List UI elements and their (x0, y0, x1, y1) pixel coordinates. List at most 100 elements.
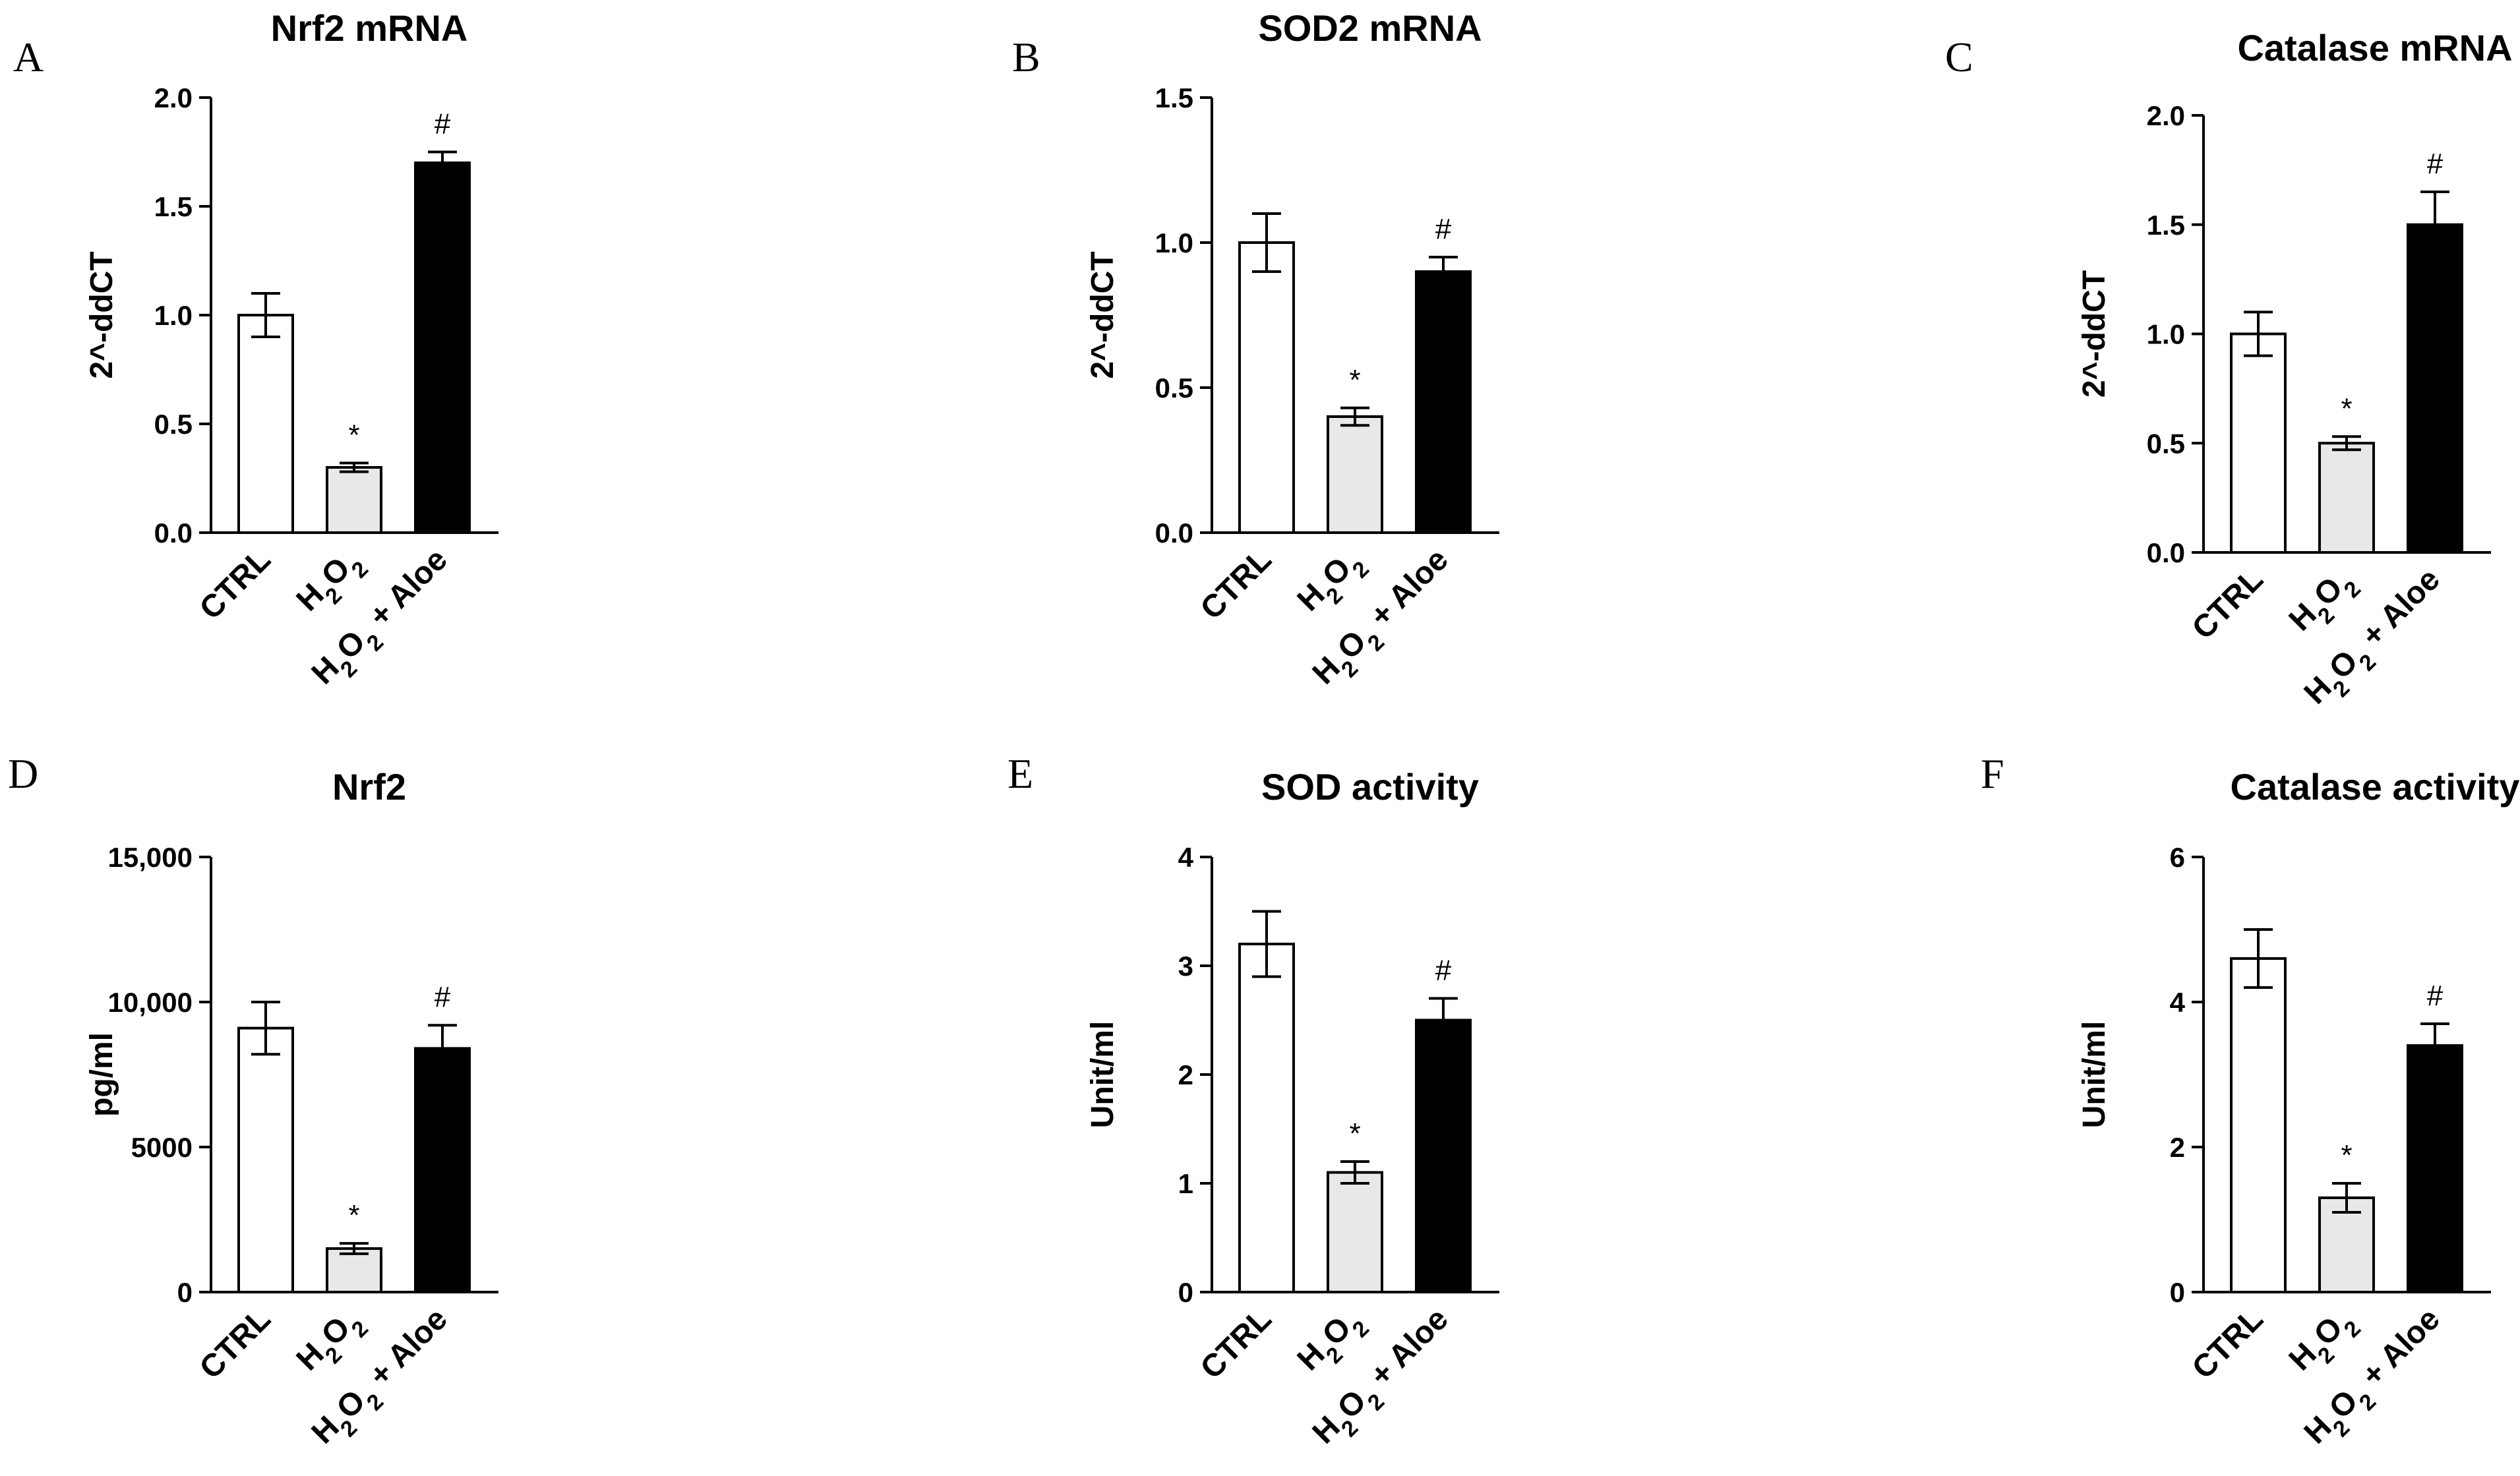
bar-h2o2-aloe (414, 162, 471, 534)
chart-title: Catalase mRNA (2237, 27, 2512, 69)
y-tick-label: 1.0 (154, 300, 193, 331)
bar-h2o2 (326, 466, 382, 534)
bar-h2o2-aloe (2407, 223, 2463, 554)
error-bar (340, 1242, 369, 1255)
bar-ctrl (237, 1026, 294, 1293)
significance-hash: # (435, 981, 451, 1013)
panel-letter: E (1007, 750, 1033, 797)
y-tick-label: 1.5 (1155, 82, 1193, 113)
y-tick-label: 0.0 (1155, 517, 1193, 548)
chart-title: Nrf2 mRNA (271, 7, 468, 49)
y-tick-label: 2 (2170, 1132, 2185, 1163)
bar-ctrl (1238, 241, 1295, 534)
chart-title: SOD2 mRNA (1258, 7, 1482, 49)
x-tick-label: CTRL (2186, 1301, 2270, 1386)
x-tick-label: CTRL (193, 1301, 278, 1386)
significance-asterisk: * (1349, 364, 1360, 396)
bar-h2o2-aloe (2407, 1044, 2463, 1293)
error-bar (2332, 435, 2361, 452)
y-axis-label: 2^-ddCT (1085, 251, 1120, 378)
error-bar (2420, 191, 2449, 259)
panel-f: F Catalase activity0246Unit/mlCTRL*H2O2#H… (1981, 750, 2520, 1450)
significance-asterisk: * (1349, 1117, 1360, 1150)
y-tick-label: 1.5 (154, 191, 193, 222)
panel-letter: A (13, 34, 44, 80)
y-axis-label: Unit/ml (1085, 1021, 1120, 1129)
bar-h2o2 (1327, 415, 1383, 534)
panel-e: E SOD activity01234Unit/mlCTRL*H2O2#H2O2 … (1007, 750, 1499, 1450)
error-bar (251, 1001, 280, 1056)
y-tick-label: 0 (177, 1277, 193, 1308)
y-tick-label: 0.0 (2147, 537, 2185, 568)
panel-letter: B (1012, 34, 1040, 80)
error-bar (1252, 212, 1281, 273)
y-tick-label: 4 (2170, 987, 2186, 1018)
panel-d: D Nrf20500010,00015,000pg/mlCTRL*H2O2#H2O… (8, 750, 498, 1450)
error-bar (2420, 1022, 2449, 1069)
y-axis-label: Unit/ml (2077, 1021, 2112, 1129)
error-bar (1340, 406, 1369, 427)
y-tick-label: 0.5 (2147, 428, 2185, 459)
y-tick-label: 15,000 (108, 842, 193, 873)
x-tick-label: CTRL (1194, 542, 1278, 626)
y-axis-label: 2^-ddCT (2077, 270, 2112, 398)
y-tick-label: 1 (1178, 1168, 1193, 1199)
x-tick-label: CTRL (193, 542, 278, 626)
y-tick-label: 10,000 (108, 987, 193, 1018)
y-tick-label: 5000 (131, 1132, 193, 1163)
significance-hash: # (2427, 148, 2444, 180)
panel-letter: D (8, 750, 38, 797)
significance-hash: # (2427, 980, 2444, 1012)
significance-asterisk: * (2341, 392, 2352, 425)
y-tick-label: 2.0 (2147, 100, 2185, 131)
error-bar (1429, 256, 1458, 287)
error-bar (1340, 1160, 1369, 1185)
significance-hash: # (1435, 955, 1452, 987)
y-tick-label: 0 (2170, 1277, 2185, 1308)
panel-letter: C (1945, 34, 1973, 80)
error-bar (251, 292, 280, 338)
bar-ctrl (2230, 332, 2287, 554)
y-tick-label: 0.0 (154, 517, 193, 548)
y-tick-label: 0.5 (1155, 372, 1193, 403)
bar-h2o2-aloe (1415, 1018, 1472, 1293)
bar-ctrl (1238, 943, 1295, 1293)
y-tick-label: 3 (1178, 951, 1193, 982)
significance-hash: # (435, 108, 451, 140)
error-bar (2332, 1182, 2361, 1214)
y-tick-label: 0.5 (154, 409, 193, 440)
y-axis-label: 2^-ddCT (84, 251, 119, 378)
y-tick-label: 2.0 (154, 82, 193, 113)
bar-h2o2 (1327, 1171, 1383, 1293)
bar-ctrl (2230, 957, 2287, 1293)
chart-title: Catalase activity (2231, 766, 2520, 808)
y-tick-label: 2 (1178, 1059, 1193, 1090)
significance-asterisk: * (2341, 1139, 2352, 1171)
y-tick-label: 1.0 (2147, 319, 2185, 350)
significance-asterisk: * (348, 419, 359, 451)
y-tick-label: 0 (1178, 1277, 1193, 1308)
error-bar (2244, 928, 2273, 989)
x-tick-label: CTRL (2186, 562, 2270, 646)
bar-ctrl (237, 314, 294, 534)
y-tick-label: 1.0 (1155, 227, 1193, 258)
significance-asterisk: * (348, 1199, 359, 1231)
bar-h2o2-aloe (1415, 270, 1472, 534)
chart-title: SOD activity (1261, 766, 1479, 808)
y-tick-label: 4 (1178, 842, 1194, 873)
error-bar (428, 1024, 457, 1073)
panel-c: C Catalase mRNA 0.0 0.5 1.0 1.5 2.0 2^-ddCT CTRL… (1945, 27, 2513, 711)
error-bar (1252, 910, 1281, 978)
chart-title: Nrf2 (332, 766, 406, 808)
panel-letter: F (1981, 750, 2004, 797)
y-tick-label: 6 (2170, 842, 2185, 873)
x-tick-label: CTRL (1194, 1301, 1278, 1386)
error-bar (428, 150, 457, 175)
significance-hash: # (1435, 213, 1452, 245)
error-bar (2244, 310, 2273, 357)
bar-h2o2 (2318, 442, 2375, 554)
y-axis-label: pg/ml (84, 1032, 119, 1117)
